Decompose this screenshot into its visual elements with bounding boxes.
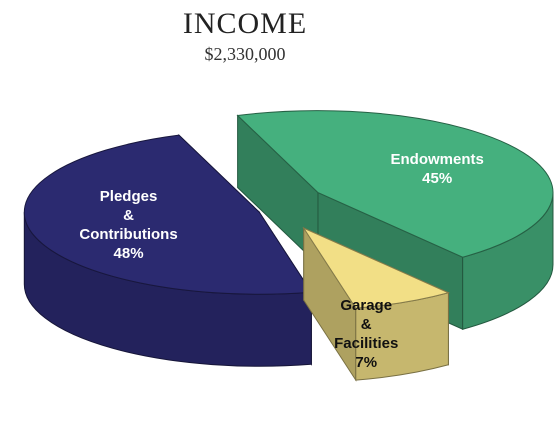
slice-label: Garage & Facilities 7% <box>334 297 398 371</box>
slice-category: Endowments <box>391 151 484 168</box>
slice-value-label: 48% <box>114 245 144 262</box>
slice-category-line: & <box>123 207 134 224</box>
slice-category: Garage & Facilities <box>334 297 398 352</box>
pie-slice <box>302 226 450 309</box>
slice: Pledges & Contributions 48% <box>23 134 313 367</box>
slice-category-line: Pledges <box>100 188 158 205</box>
chart-title: INCOME <box>183 7 307 40</box>
slice-category-line: & <box>361 316 372 333</box>
slice-label: Endowments 45% <box>391 151 484 187</box>
slice-category: Pledges & Contributions <box>79 188 177 243</box>
slice-label: Pledges & Contributions 48% <box>79 188 177 262</box>
slice-category-line: Garage <box>340 297 392 314</box>
slice-category-line: Endowments <box>391 151 484 168</box>
pie-slice <box>23 134 313 295</box>
slice-value-label: 7% <box>355 354 377 371</box>
pie-slice <box>236 110 554 258</box>
slice-value-label: 45% <box>422 170 452 187</box>
slice-category-line: Contributions <box>79 226 177 243</box>
chart-subtitle: $2,330,000 <box>205 44 286 64</box>
slice: Garage & Facilities 7% <box>302 226 450 382</box>
slice-category-line: Facilities <box>334 335 398 352</box>
slice: Endowments 45% <box>236 110 554 330</box>
